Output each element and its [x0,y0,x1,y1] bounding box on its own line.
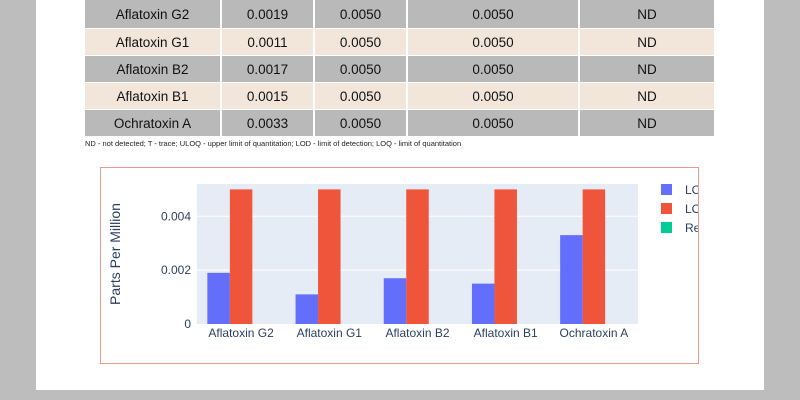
y-tick-label: 0.004 [161,209,191,223]
table-row: Aflatoxin B1 0.0015 0.0050 0.0050 ND [85,82,714,110]
lod-cell: 0.0033 [221,109,315,137]
table-row: Aflatoxin G2 0.0019 0.0050 0.0050 ND [85,0,714,29]
x-tick-label: Aflatoxin G2 [208,326,274,340]
lod-cell: 0.0015 [221,82,315,110]
results-table: Aflatoxin G2 0.0019 0.0050 0.0050 ND Aflatoxi… [85,0,714,137]
analyte-cell: Aflatoxin B2 [85,55,222,83]
legend-swatch [661,184,672,195]
analyte-cell: Aflatoxin G2 [85,0,222,29]
bar-lod [207,272,230,324]
x-tick-label: Ochratoxin A [560,326,629,340]
bar-lod [560,235,583,324]
table-row: Aflatoxin B2 0.0017 0.0050 0.0050 ND [85,55,714,83]
result-cell: ND [579,82,714,110]
table-footnote: ND - not detected; T - trace; ULOQ - upp… [85,139,462,148]
legend-label: LOD [685,183,698,197]
limit-cell: 0.0050 [407,109,580,137]
bar-loq [406,189,429,324]
legend-label: LOQ [685,202,698,216]
limit-cell: 0.0050 [407,55,580,83]
bar-loq [229,189,253,324]
bar-loq [582,189,606,324]
legend-swatch [661,222,672,233]
lod-cell: 0.0019 [221,0,315,29]
chart-container: 0 0.002 0.004 Aflatoxin G2 Aflatoxin G1 Aflat… [100,167,699,364]
legend-swatch [661,203,672,214]
x-tick-label: Aflatoxin B2 [385,326,449,340]
loq-cell: 0.0050 [314,0,408,29]
analyte-cell: Ochratoxin A [85,109,222,137]
limit-cell: 0.0050 [407,0,580,29]
bar-loq [318,189,341,324]
bar-chart: 0 0.002 0.004 Aflatoxin G2 Aflatoxin G1 Aflat… [107,183,698,340]
result-cell: ND [579,0,714,29]
loq-cell: 0.0050 [314,28,408,56]
analyte-cell: Aflatoxin G1 [85,28,222,56]
result-cell: ND [579,55,714,83]
table-row: Ochratoxin A 0.0033 0.0050 0.0050 ND [85,109,714,137]
y-tick-label: 0 [184,317,191,331]
bar-loq [494,189,517,324]
limit-cell: 0.0050 [407,82,580,110]
result-cell: ND [579,28,714,56]
y-axis-title: Parts Per Million [107,203,123,305]
loq-cell: 0.0050 [314,82,408,110]
x-tick-label: Aflatoxin B1 [474,326,538,340]
loq-cell: 0.0050 [314,55,408,83]
lod-cell: 0.0011 [221,28,315,56]
bar-lod [295,294,319,324]
report-page: Aflatoxin G2 0.0019 0.0050 0.0050 ND Aflatoxi… [36,0,764,390]
table-row: Aflatoxin G1 0.0011 0.0050 0.0050 ND [85,28,714,56]
result-cell: ND [579,109,714,137]
limit-cell: 0.0050 [407,28,580,56]
x-tick-label: Aflatoxin G1 [297,326,363,340]
bar-lod [471,283,495,324]
analyte-cell: Aflatoxin B1 [85,82,222,110]
legend-label: Results [685,221,698,235]
lod-cell: 0.0017 [221,55,315,83]
loq-cell: 0.0050 [314,109,408,137]
y-tick-label: 0.002 [161,263,191,277]
bar-lod [383,278,407,324]
